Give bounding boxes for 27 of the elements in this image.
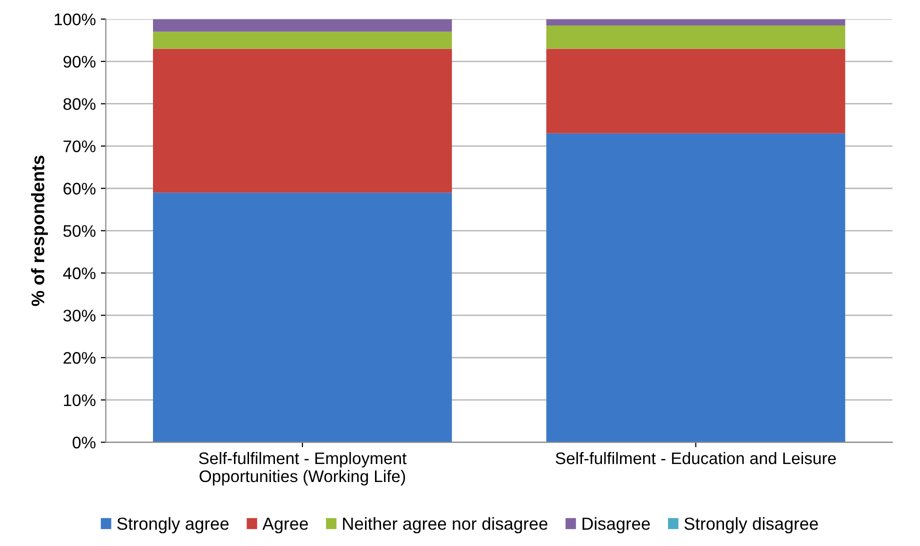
y-tick-label: 80% [63, 98, 96, 110]
bar [546, 133, 846, 442]
bar [152, 48, 452, 193]
bar [546, 48, 846, 134]
x-tick-label: Self-fulfilment - Education and Leisure [556, 452, 836, 464]
y-tick-label: 40% [63, 267, 96, 280]
y-axis-title: % of respondents [31, 156, 48, 306]
legend-label: Neither agree nor disagree [343, 517, 548, 534]
bar [546, 25, 846, 49]
legend-label: Agree [262, 518, 308, 534]
y-tick-label: 20% [64, 352, 96, 364]
bar [152, 19, 452, 32]
y-tick-label: 70% [64, 140, 96, 152]
legend-label: Strongly agree [117, 517, 229, 534]
y-tick-label: 30% [63, 310, 96, 322]
bar [546, 19, 846, 26]
y-tick-label: 10% [64, 394, 96, 406]
bar [152, 192, 452, 442]
x-tick-label: Self-fulfilment - Employment Opportunities (Working Life) [199, 452, 407, 486]
y-tick-label: 0% [72, 436, 96, 448]
bar [152, 32, 452, 49]
legend-label: Disagree [582, 517, 650, 534]
y-tick-label: 60% [64, 182, 96, 195]
legend-label: Strongly disagree [684, 517, 818, 534]
y-tick-label: 90% [64, 56, 96, 68]
y-tick-label: 100% [54, 14, 96, 26]
y-tick-label: 50% [63, 225, 96, 237]
